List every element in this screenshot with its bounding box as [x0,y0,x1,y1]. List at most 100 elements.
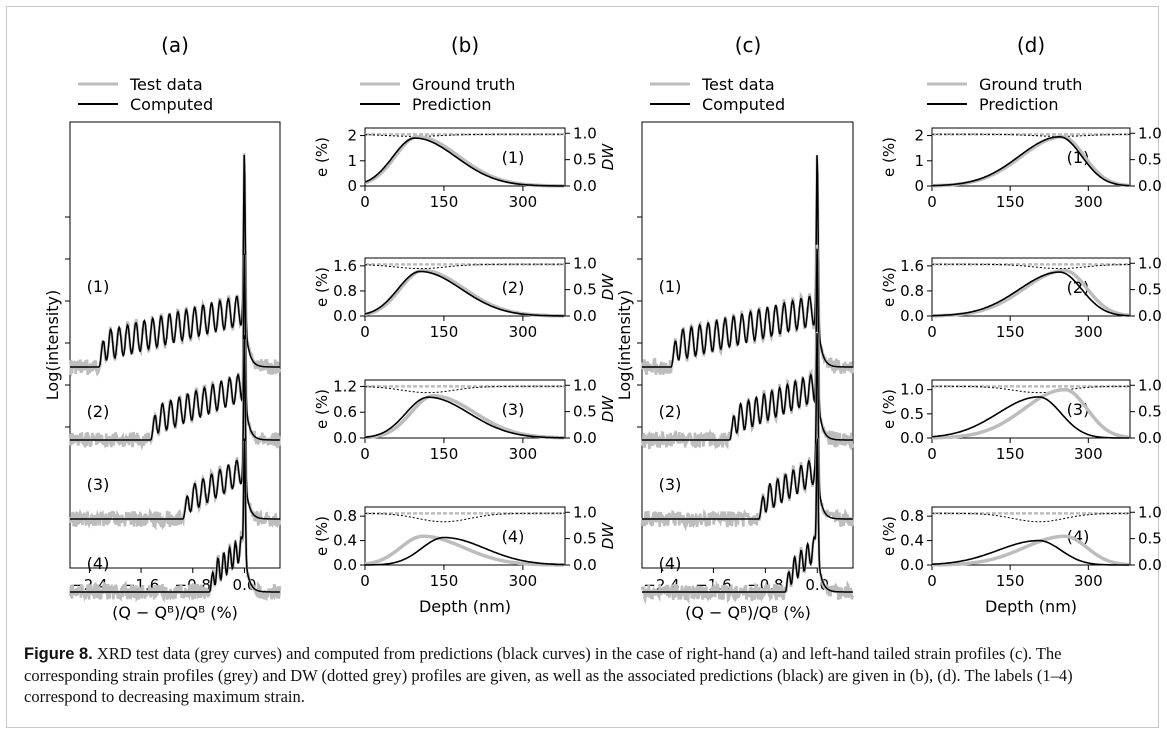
x-tick-label: 0 [927,193,937,211]
x-tick-label: 300 [1074,323,1103,341]
y-tick-label: 1 [347,152,357,170]
y-axis-label: e (%) [313,137,331,177]
strain-prediction [364,137,564,187]
y2-tick-label: 1.0 [1138,254,1162,272]
y-tick-label: 0 [914,177,924,195]
computed-curve-4 [642,438,853,593]
strain-prediction [364,396,564,439]
y2-axis-label: DW [1164,395,1167,423]
y-axis-label: Log(intensity) [615,290,634,400]
y2-tick-label: 1.0 [1138,503,1162,521]
legend-ground-truth: Ground truth [979,75,1082,94]
y-axis-label: e (%) [880,267,898,307]
strain-ground-truth [931,387,1130,440]
y2-tick-label: 0.0 [573,307,597,325]
x-tick-label: 150 [430,445,459,463]
x-tick-label: 150 [430,323,459,341]
y2-axis-label: DW [1164,143,1167,171]
computed-curve-1 [642,154,853,368]
figure-caption: Figure 8. XRD test data (grey curves) an… [24,643,1144,707]
y2-axis-label: DW [599,143,617,171]
y-tick-label: 0 [347,177,357,195]
y-tick-label: 0.0 [333,429,357,447]
curve-label-1: (1) [659,277,682,296]
y2-tick-label: 0.0 [1138,556,1162,574]
curve-label-2: (2) [87,402,110,421]
y-tick-label: 2 [914,127,924,145]
y-tick-label: 0.8 [333,282,357,300]
y2-tick-label: 0.0 [573,556,597,574]
axes-frame [69,121,281,569]
panel-label: (d) [1017,33,1045,57]
computed-curve-4 [70,438,280,593]
curve-label-3: (3) [87,475,110,494]
x-tick-label: 0 [927,445,937,463]
x-axis-label: (Q − Qᴮ)/Qᴮ (%) [112,603,238,622]
subplot-frame [364,379,566,439]
dw-prediction [365,512,565,523]
y-tick-label: 0.4 [333,532,357,550]
y-tick-label: 0.8 [333,507,357,525]
legend-computed: Computed [702,95,785,114]
subplot-4: 0.0 0.4 0.8 0.0 0.5 1.0 0 150 300 e (%) DW (4) [880,503,1167,590]
y2-tick-label: 0.5 [1138,281,1162,299]
y-tick-label: 1 [914,152,924,170]
y-axis-label: e (%) [880,137,898,177]
x-tick-label: 150 [996,323,1025,341]
y2-tick-label: 0.5 [573,281,597,299]
caption-label: Figure 8. [24,645,93,663]
y-tick-label: 1.2 [333,377,357,395]
y2-axis-label: DW [1164,273,1167,301]
subplot-frame [931,379,1131,439]
y-axis-label: e (%) [313,267,331,307]
y-tick-label: 0.0 [900,307,924,325]
y2-axis-label: DW [599,522,617,550]
strain-ground-truth [931,534,1130,567]
dw-prediction [932,263,1131,269]
legend-test-data: Test data [129,75,203,94]
x-tick-label: 300 [1074,572,1103,590]
y2-tick-label: 1.0 [1138,124,1162,142]
y2-tick-label: 1.0 [573,124,597,142]
curve-label-4: (4) [659,554,682,573]
y-tick-label: 0.8 [900,282,924,300]
strain-prediction [932,539,1129,566]
y-tick-label: 2 [347,127,357,145]
test-data-curve-3 [68,339,281,531]
x-axis-label: (Q − Qᴮ)/Qᴮ (%) [685,603,811,622]
test-data-curve-1 [69,153,282,377]
axes-frame [641,121,854,569]
y-axis-label: e (%) [880,389,898,429]
y-tick-label: 1.6 [333,257,357,275]
x-tick-label: 0 [360,193,370,211]
y-tick-label: 0.8 [900,507,924,525]
x-tick-label: 300 [509,572,538,590]
subplot-label: (2) [502,278,525,297]
y2-tick-label: 0.0 [573,177,597,195]
y2-tick-label: 0.0 [1138,177,1162,195]
x-tick-label: 150 [996,193,1025,211]
subplot-frame [931,506,1131,566]
y-tick-label: 0.5 [900,405,924,423]
dw-prediction [932,512,1130,523]
y2-tick-label: 0.5 [573,403,597,421]
caption-text: XRD test data (grey curves) and computed… [24,644,1073,706]
legend-prediction: Prediction [412,95,491,114]
subplot-frame [364,127,566,187]
legend-test-data: Test data [701,75,775,94]
y2-tick-label: 0.0 [1138,307,1162,325]
computed-curve-2 [70,253,280,441]
x-tick-label: 0 [360,445,370,463]
test-data-curve-1 [640,156,855,376]
y-tick-label: 0.0 [900,556,924,574]
dw-prediction [365,385,565,394]
dw-prediction [364,263,565,269]
x-tick-label: 300 [509,323,538,341]
computed-curve-3 [70,335,280,520]
y-axis-label: Log(intensity) [43,290,62,400]
panel-label: (a) [161,33,189,57]
